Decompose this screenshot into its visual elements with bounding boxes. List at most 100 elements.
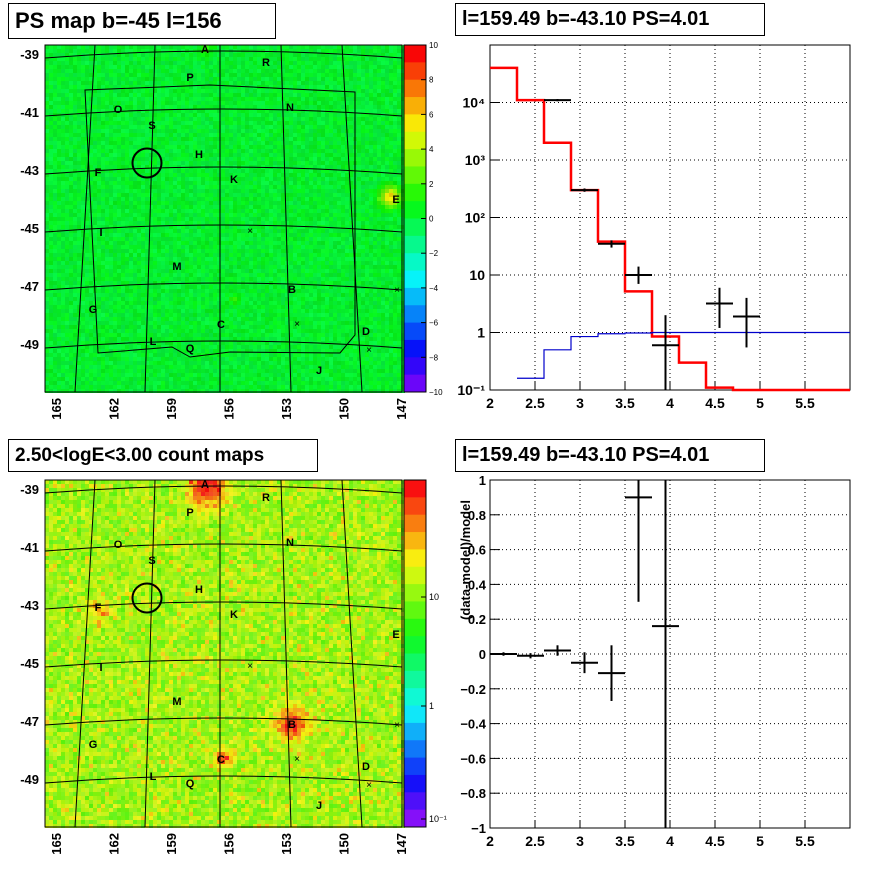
spectrum-y-tick-label: 1 [477, 325, 485, 341]
spectrum-x-tick-label: 4 [666, 395, 674, 411]
spectrum-y-tick-label: 10⁻¹ [457, 382, 485, 398]
count-colorbar-bin [404, 740, 426, 758]
count-lat-tick: -47 [20, 714, 39, 729]
ps-lon-tick: 153 [279, 398, 294, 420]
spectrum-title: l=159.49 b=-43.10 PS=4.01 [455, 3, 765, 36]
spectrum-x-tick-label: 2 [486, 395, 494, 411]
ps-colorbar-bin [404, 132, 426, 150]
count-colorbar-bin [404, 549, 426, 567]
count-colorbar-bin [404, 654, 426, 672]
count-colorbar-bin [404, 758, 426, 776]
count-colorbar-bin [404, 723, 426, 741]
count-colorbar-bin [404, 706, 426, 724]
ps-colorbar-bin [404, 375, 426, 393]
residual-y-tick-label: −1 [471, 821, 486, 836]
ps-lon-tick: 156 [222, 398, 237, 420]
count-source-label-j: J [316, 800, 322, 812]
count-source-label-h: H [195, 584, 203, 596]
ps-colorbar-bin [404, 166, 426, 184]
spectrum-x-tick-label: 2.5 [525, 395, 545, 411]
residual-y-tick-label: −0.8 [460, 786, 486, 801]
count-lon-tick: 147 [394, 833, 409, 855]
count-source-label-q: Q [186, 778, 195, 790]
residual-x-tick-label: 3 [576, 833, 584, 849]
ps-lat-tick: -43 [20, 163, 39, 178]
ps-colorbar-bin [404, 97, 426, 115]
ps-source-label-m: M [172, 261, 181, 273]
ps-colorbar-tick-label: 10 [429, 41, 438, 50]
count-colorbar-bin [404, 775, 426, 793]
ps-source-marker: × [366, 345, 372, 356]
residual-x-tick-label: 5 [756, 833, 764, 849]
count-source-label-r: R [262, 492, 270, 504]
ps-colorbar-bin [404, 357, 426, 375]
count-source-label-n: N [286, 537, 294, 549]
ps-source-label-d: D [362, 326, 370, 338]
count-source-marker: × [394, 720, 400, 731]
spectrum-y-tick-label: 10³ [465, 152, 486, 168]
spectrum-y-tick-label: 10² [465, 210, 486, 226]
ps-lon-tick: 147 [394, 398, 409, 420]
count-source-label-i: I [99, 662, 102, 674]
count-colorbar-bin [404, 497, 426, 515]
ps-colorbar-tick-label: 2 [429, 180, 434, 189]
ps-source-label-p: P [186, 72, 193, 84]
residual-x-tick-label: 5.5 [795, 833, 815, 849]
count-colorbar-bin [404, 601, 426, 619]
ps-source-marker: × [247, 226, 253, 237]
ps-colorbar-tick-label: −10 [429, 388, 443, 397]
count-source-marker: × [247, 661, 253, 672]
residual-x-tick-label: 2 [486, 833, 494, 849]
count-source-label-p: P [186, 507, 193, 519]
spectrum-x-tick-label: 4.5 [705, 395, 725, 411]
count-colorbar-tick-label: 10 [429, 592, 439, 602]
count-colorbar-bin [404, 480, 426, 498]
count-lat-tick: -39 [20, 482, 39, 497]
count-source-label-m: M [172, 696, 181, 708]
ps-lon-tick: 165 [49, 398, 64, 420]
ps-colorbar-bin [404, 219, 426, 237]
count-colorbar-bin [404, 532, 426, 550]
ps-colorbar-tick-label: 8 [429, 76, 434, 85]
ps-colorbar-bin [404, 80, 426, 98]
count-source-label-b: B [288, 719, 296, 731]
ps-colorbar-bin [404, 323, 426, 341]
ps-colorbar-bin [404, 340, 426, 358]
residual-title: l=159.49 b=-43.10 PS=4.01 [455, 439, 765, 472]
ps-source-label-h: H [195, 149, 203, 161]
residual-y-tick-label: −0.6 [460, 751, 486, 766]
ps-colorbar-bin [404, 253, 426, 271]
count-lon-tick: 150 [337, 833, 352, 855]
count-colorbar-bin [404, 567, 426, 585]
count-source-label-d: D [362, 761, 370, 773]
ps-colorbar-tick-label: 0 [429, 215, 434, 224]
count-source-marker: × [294, 754, 300, 765]
ps-lat-tick: -49 [20, 337, 39, 352]
ps-lon-tick: 150 [337, 398, 352, 420]
ps-source-label-j: J [316, 365, 322, 377]
ps-colorbar-bin [404, 305, 426, 323]
spectrum-x-tick-label: 5 [756, 395, 764, 411]
count-source-label-k: K [230, 609, 238, 621]
ps-colorbar-bin [404, 62, 426, 80]
ps-colorbar-tick-label: 4 [429, 145, 434, 154]
count-map-title: 2.50<logE<3.00 count maps [8, 439, 318, 472]
ps-source-label-e: E [392, 194, 399, 206]
ps-colorbar-tick-label: −4 [429, 284, 439, 293]
ps-colorbar-bin [404, 201, 426, 219]
count-lat-tick: -43 [20, 598, 39, 613]
ps-lat-tick: -39 [20, 47, 39, 62]
ps-source-marker: × [294, 319, 300, 330]
count-source-label-s: S [148, 555, 155, 567]
ps-colorbar-bin [404, 288, 426, 306]
count-lon-tick: 156 [222, 833, 237, 855]
count-source-label-c: C [217, 754, 225, 766]
ps-colorbar-bin [404, 114, 426, 132]
ps-colorbar-tick-label: −8 [429, 353, 439, 362]
residual-x-tick-label: 4.5 [705, 833, 725, 849]
ps-colorbar-tick-label: −6 [429, 319, 439, 328]
ps-source-label-r: R [262, 57, 270, 69]
ps-source-label-o: O [114, 104, 123, 116]
count-lon-tick: 159 [164, 833, 179, 855]
